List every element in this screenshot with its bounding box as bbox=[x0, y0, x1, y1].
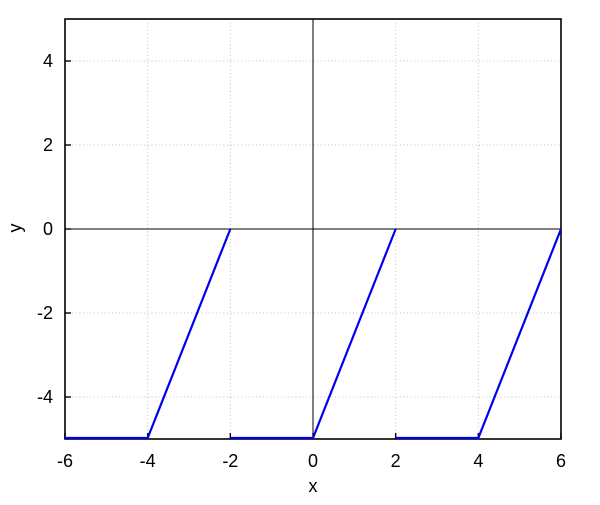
y-tick-labels: -4 -2 0 2 4 bbox=[37, 51, 53, 407]
x-tick-label: 0 bbox=[308, 451, 318, 471]
y-axis-label: y bbox=[5, 224, 25, 233]
x-tick-label: 2 bbox=[391, 451, 401, 471]
y-tick-label: 4 bbox=[43, 51, 53, 71]
x-tick-label: 6 bbox=[556, 451, 566, 471]
zero-axes bbox=[65, 19, 561, 439]
x-tick-label: -2 bbox=[222, 451, 238, 471]
grid-lines bbox=[65, 19, 561, 439]
x-tick-label: -4 bbox=[140, 451, 156, 471]
x-axis-label: x bbox=[309, 476, 318, 496]
y-tick-label: 0 bbox=[43, 219, 53, 239]
series-line-segment bbox=[395, 228, 563, 440]
series-line-segment bbox=[230, 228, 397, 440]
series-line-segment bbox=[65, 228, 232, 440]
y-tick-label: 2 bbox=[43, 135, 53, 155]
x-tick-label: -6 bbox=[57, 451, 73, 471]
y-tick-label: -2 bbox=[37, 303, 53, 323]
y-tick-label: -4 bbox=[37, 387, 53, 407]
x-tick-label: 4 bbox=[473, 451, 483, 471]
x-tick-labels: -6 -4 -2 0 2 4 6 bbox=[57, 451, 566, 471]
data-series bbox=[65, 228, 563, 440]
